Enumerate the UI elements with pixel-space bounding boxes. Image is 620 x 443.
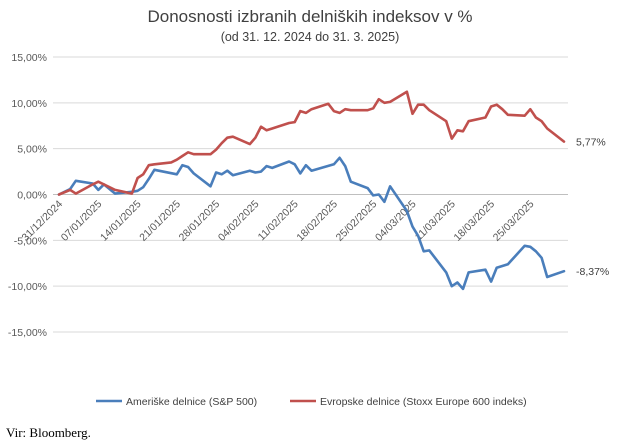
x-tick-label: 28/01/2025 — [177, 198, 223, 244]
x-tick-label: 07/01/2025 — [59, 198, 105, 244]
x-tick-label: 04/03/2025 — [373, 198, 419, 244]
legend-label: Evropske delnice (Stoxx Europe 600 indek… — [320, 396, 527, 408]
x-tick-label: 25/03/2025 — [491, 198, 537, 244]
x-tick-label: 21/01/2025 — [137, 198, 183, 244]
chart-title: Donosnosti izbranih delniških indeksov v… — [147, 7, 473, 26]
x-tick-label: 18/03/2025 — [452, 198, 498, 244]
chart-subtitle: (od 31. 12. 2024 do 31. 3. 2025) — [220, 30, 400, 44]
y-tick-label: -10,00% — [8, 281, 47, 293]
x-tick-label: 18/02/2025 — [294, 198, 340, 244]
y-tick-label: -15,00% — [8, 327, 47, 339]
y-tick-label: 0,00% — [17, 190, 47, 202]
x-tick-label: 04/02/2025 — [216, 198, 262, 244]
y-tick-label: 5,00% — [17, 144, 47, 156]
series-line — [57, 156, 566, 291]
end-value-label: -8,37% — [576, 266, 609, 278]
source-note: Vir: Bloomberg. — [6, 425, 91, 440]
x-tick-label: 25/02/2025 — [334, 198, 380, 244]
legend-label: Ameriške delnice (S&P 500) — [126, 396, 257, 408]
y-tick-label: 15,00% — [11, 52, 47, 64]
series-line — [57, 90, 566, 196]
x-tick-label: 11/02/2025 — [256, 198, 301, 243]
y-tick-label: 10,00% — [11, 98, 47, 110]
x-tick-label: 14/01/2025 — [98, 198, 144, 244]
end-value-label: 5,77% — [576, 137, 606, 149]
y-tick-label: -5,00% — [14, 235, 47, 247]
